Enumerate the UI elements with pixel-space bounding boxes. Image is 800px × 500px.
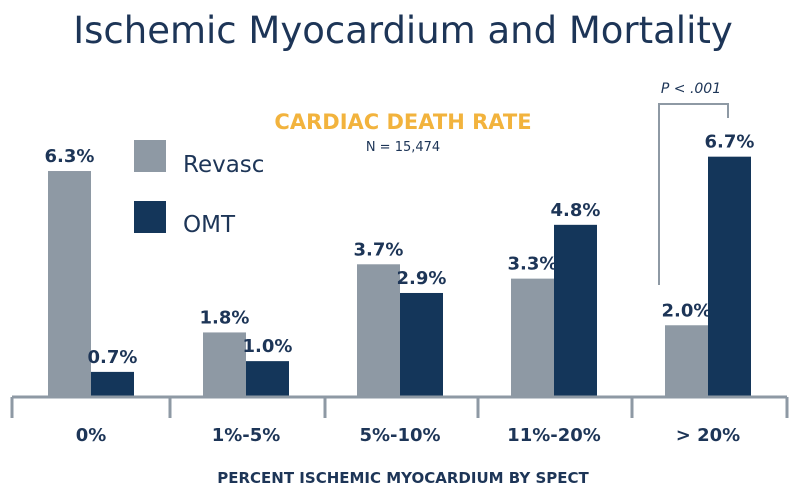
chart-title: Ischemic Myocardium and Mortality — [73, 9, 733, 52]
sample-size-note: N = 15,474 — [366, 140, 440, 155]
significance-bracket — [658, 103, 729, 285]
bar-omt-0 — [91, 371, 134, 397]
bar-omt-1 — [246, 361, 289, 397]
bars: 6.3% 0.7% 1.8% 1.0% 3.7% 2.9% 3.3% 4.8% 2.0% 6.7% — [45, 132, 755, 397]
data-label-omt-3: 4.8% — [551, 200, 601, 221]
legend-label-revasc: Revasc — [183, 152, 264, 178]
data-label-revasc-0: 6.3% — [45, 146, 95, 167]
legend: Revasc OMT — [134, 140, 264, 238]
data-label-revasc-4: 2.0% — [662, 300, 712, 321]
x-axis-title: PERCENT ISCHEMIC MYOCARDIUM BY SPECT — [217, 469, 589, 487]
bar-revasc-1 — [203, 332, 246, 397]
x-tick-label-0: 0% — [76, 425, 107, 446]
data-label-omt-2: 2.9% — [397, 268, 447, 289]
bar-revasc-0 — [48, 171, 91, 397]
data-label-revasc-1: 1.8% — [200, 307, 250, 328]
data-label-omt-4: 6.7% — [705, 132, 755, 153]
x-tick-label-4: > 20% — [676, 425, 740, 446]
bar-omt-2 — [400, 292, 443, 397]
legend-swatch-revasc — [134, 140, 166, 172]
x-tick-label-2: 5%-10% — [359, 425, 440, 446]
p-value-label: P < .001 — [661, 81, 721, 97]
legend-label-omt: OMT — [183, 212, 236, 238]
legend-swatch-omt — [134, 201, 166, 233]
bar-omt-4 — [708, 156, 751, 397]
data-label-revasc-2: 3.7% — [354, 239, 404, 260]
data-label-revasc-3: 3.3% — [508, 254, 558, 275]
x-tick-label-3: 11%-20% — [507, 425, 601, 446]
significance-annotation: P < .001 — [658, 81, 729, 285]
bar-omt-3 — [554, 224, 597, 397]
chart-subtitle: CARDIAC DEATH RATE — [274, 110, 531, 134]
bar-revasc-2 — [357, 264, 400, 397]
data-label-omt-0: 0.7% — [88, 347, 138, 368]
bar-revasc-4 — [665, 325, 708, 397]
x-tick-label-1: 1%-5% — [212, 425, 281, 446]
bar-revasc-3 — [511, 278, 554, 397]
x-axis: 0% 1%-5% 5%-10% 11%-20% > 20% — [10, 395, 789, 446]
data-label-omt-1: 1.0% — [243, 336, 293, 357]
